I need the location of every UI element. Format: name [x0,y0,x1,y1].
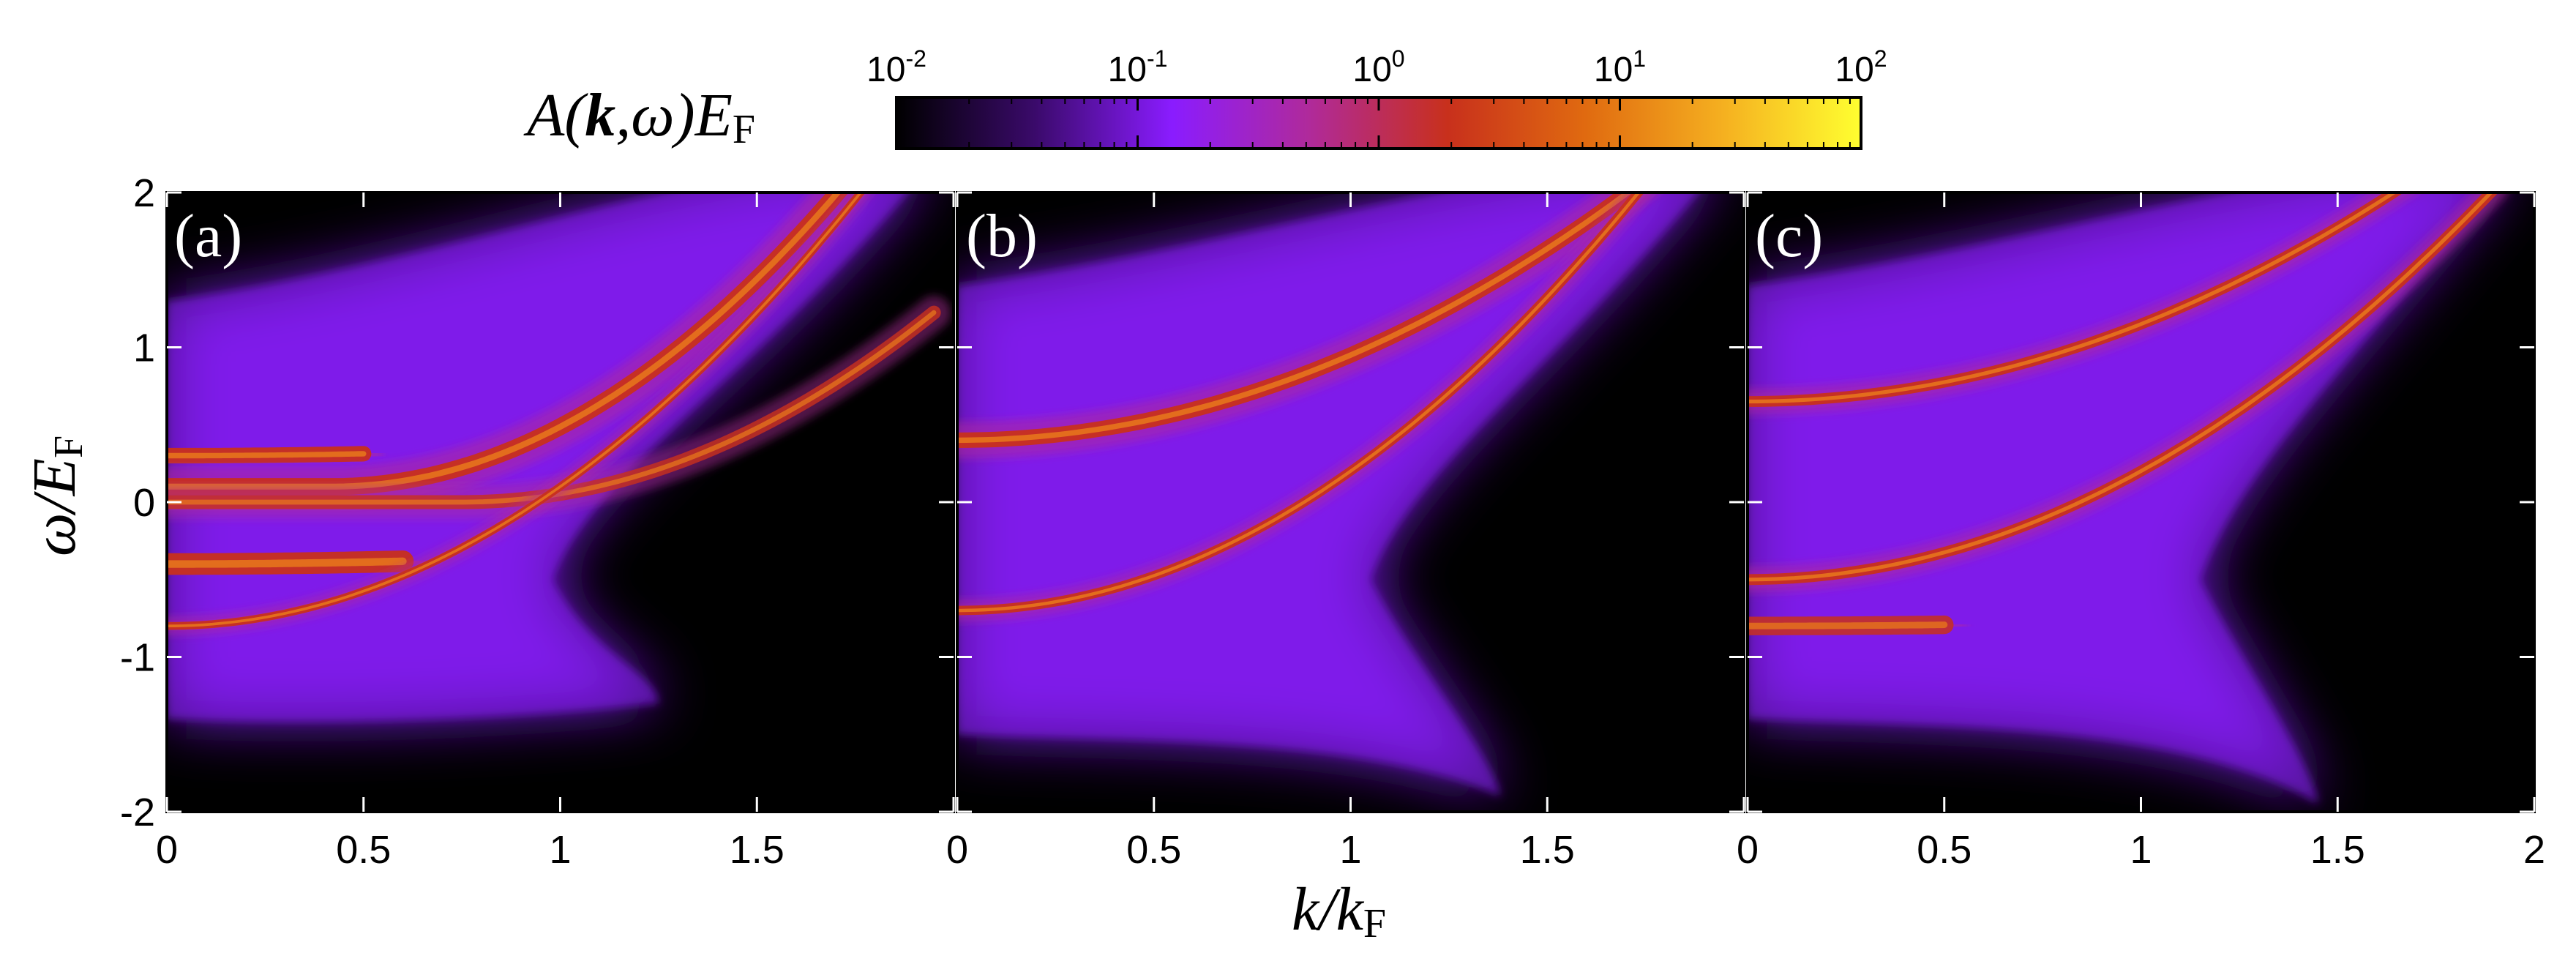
panels: 0 0.5 1 1.5 (a) 0 0.5 1 1.5 (b) 0 0.5 1 1.5 2 (c) [156,191,2545,872]
y-tick-label: -1 [120,636,155,680]
colorbar-tick-label: 101 [1594,45,1646,89]
panel-b: 0 0.5 1 1.5 (b) [946,191,1745,872]
colorbar-tick-label: 100 [1352,45,1404,89]
band-core [1748,621,1948,629]
y-tick-label: 2 [133,171,155,215]
x-tick-label: 1.5 [1520,828,1575,872]
colorbar-tick-label: 10-2 [866,45,926,89]
colorbar-label: A(k,ω)EF [523,81,755,152]
y-tick-label: -2 [120,791,155,834]
x-tick-label: 0.5 [1917,828,1972,872]
x-tick-label: 1 [1339,828,1361,872]
x-tick-label: 1.5 [730,828,785,872]
panel-label-c: (c) [1755,202,1823,270]
colorbar: A(k,ω)EF 10-2 10-1 100 101 102 [523,45,1887,152]
x-tick-label: 1 [2130,828,2152,872]
band-core [957,193,1633,444]
spectral-weight-region [1748,193,2490,804]
band-core [167,557,407,568]
x-tick-label: 1.5 [2310,828,2365,872]
panel-label-a: (a) [174,202,242,270]
colorbar-tick-label: 10-1 [1108,45,1168,89]
x-tick-label: 0.5 [336,828,391,872]
band-core [1748,193,2397,404]
x-tick-label: 0 [1737,828,1759,872]
panel-c: 0 0.5 1 1.5 2 (c) [1737,191,2545,872]
band-core [957,193,1641,613]
band-core [167,193,863,628]
panel-a: 0 0.5 1 1.5 (a) [156,191,955,872]
y-tick-label: 0 [133,481,155,525]
x-tick-label: 0 [156,828,178,872]
y-tick-label: 1 [133,326,155,370]
y-axis-label: ω/EF [20,436,91,556]
panel-label-b: (b) [966,202,1038,270]
band-core [1748,193,2494,582]
x-tick-label: 2 [2523,828,2545,872]
x-tick-label: 0.5 [1126,828,1181,872]
x-tick-label: 0 [946,828,968,872]
band-core [167,451,367,459]
colorbar-tick-label: 102 [1835,45,1887,89]
x-tick-label: 1 [549,828,571,872]
x-axis-label: k/kF [1292,875,1386,946]
